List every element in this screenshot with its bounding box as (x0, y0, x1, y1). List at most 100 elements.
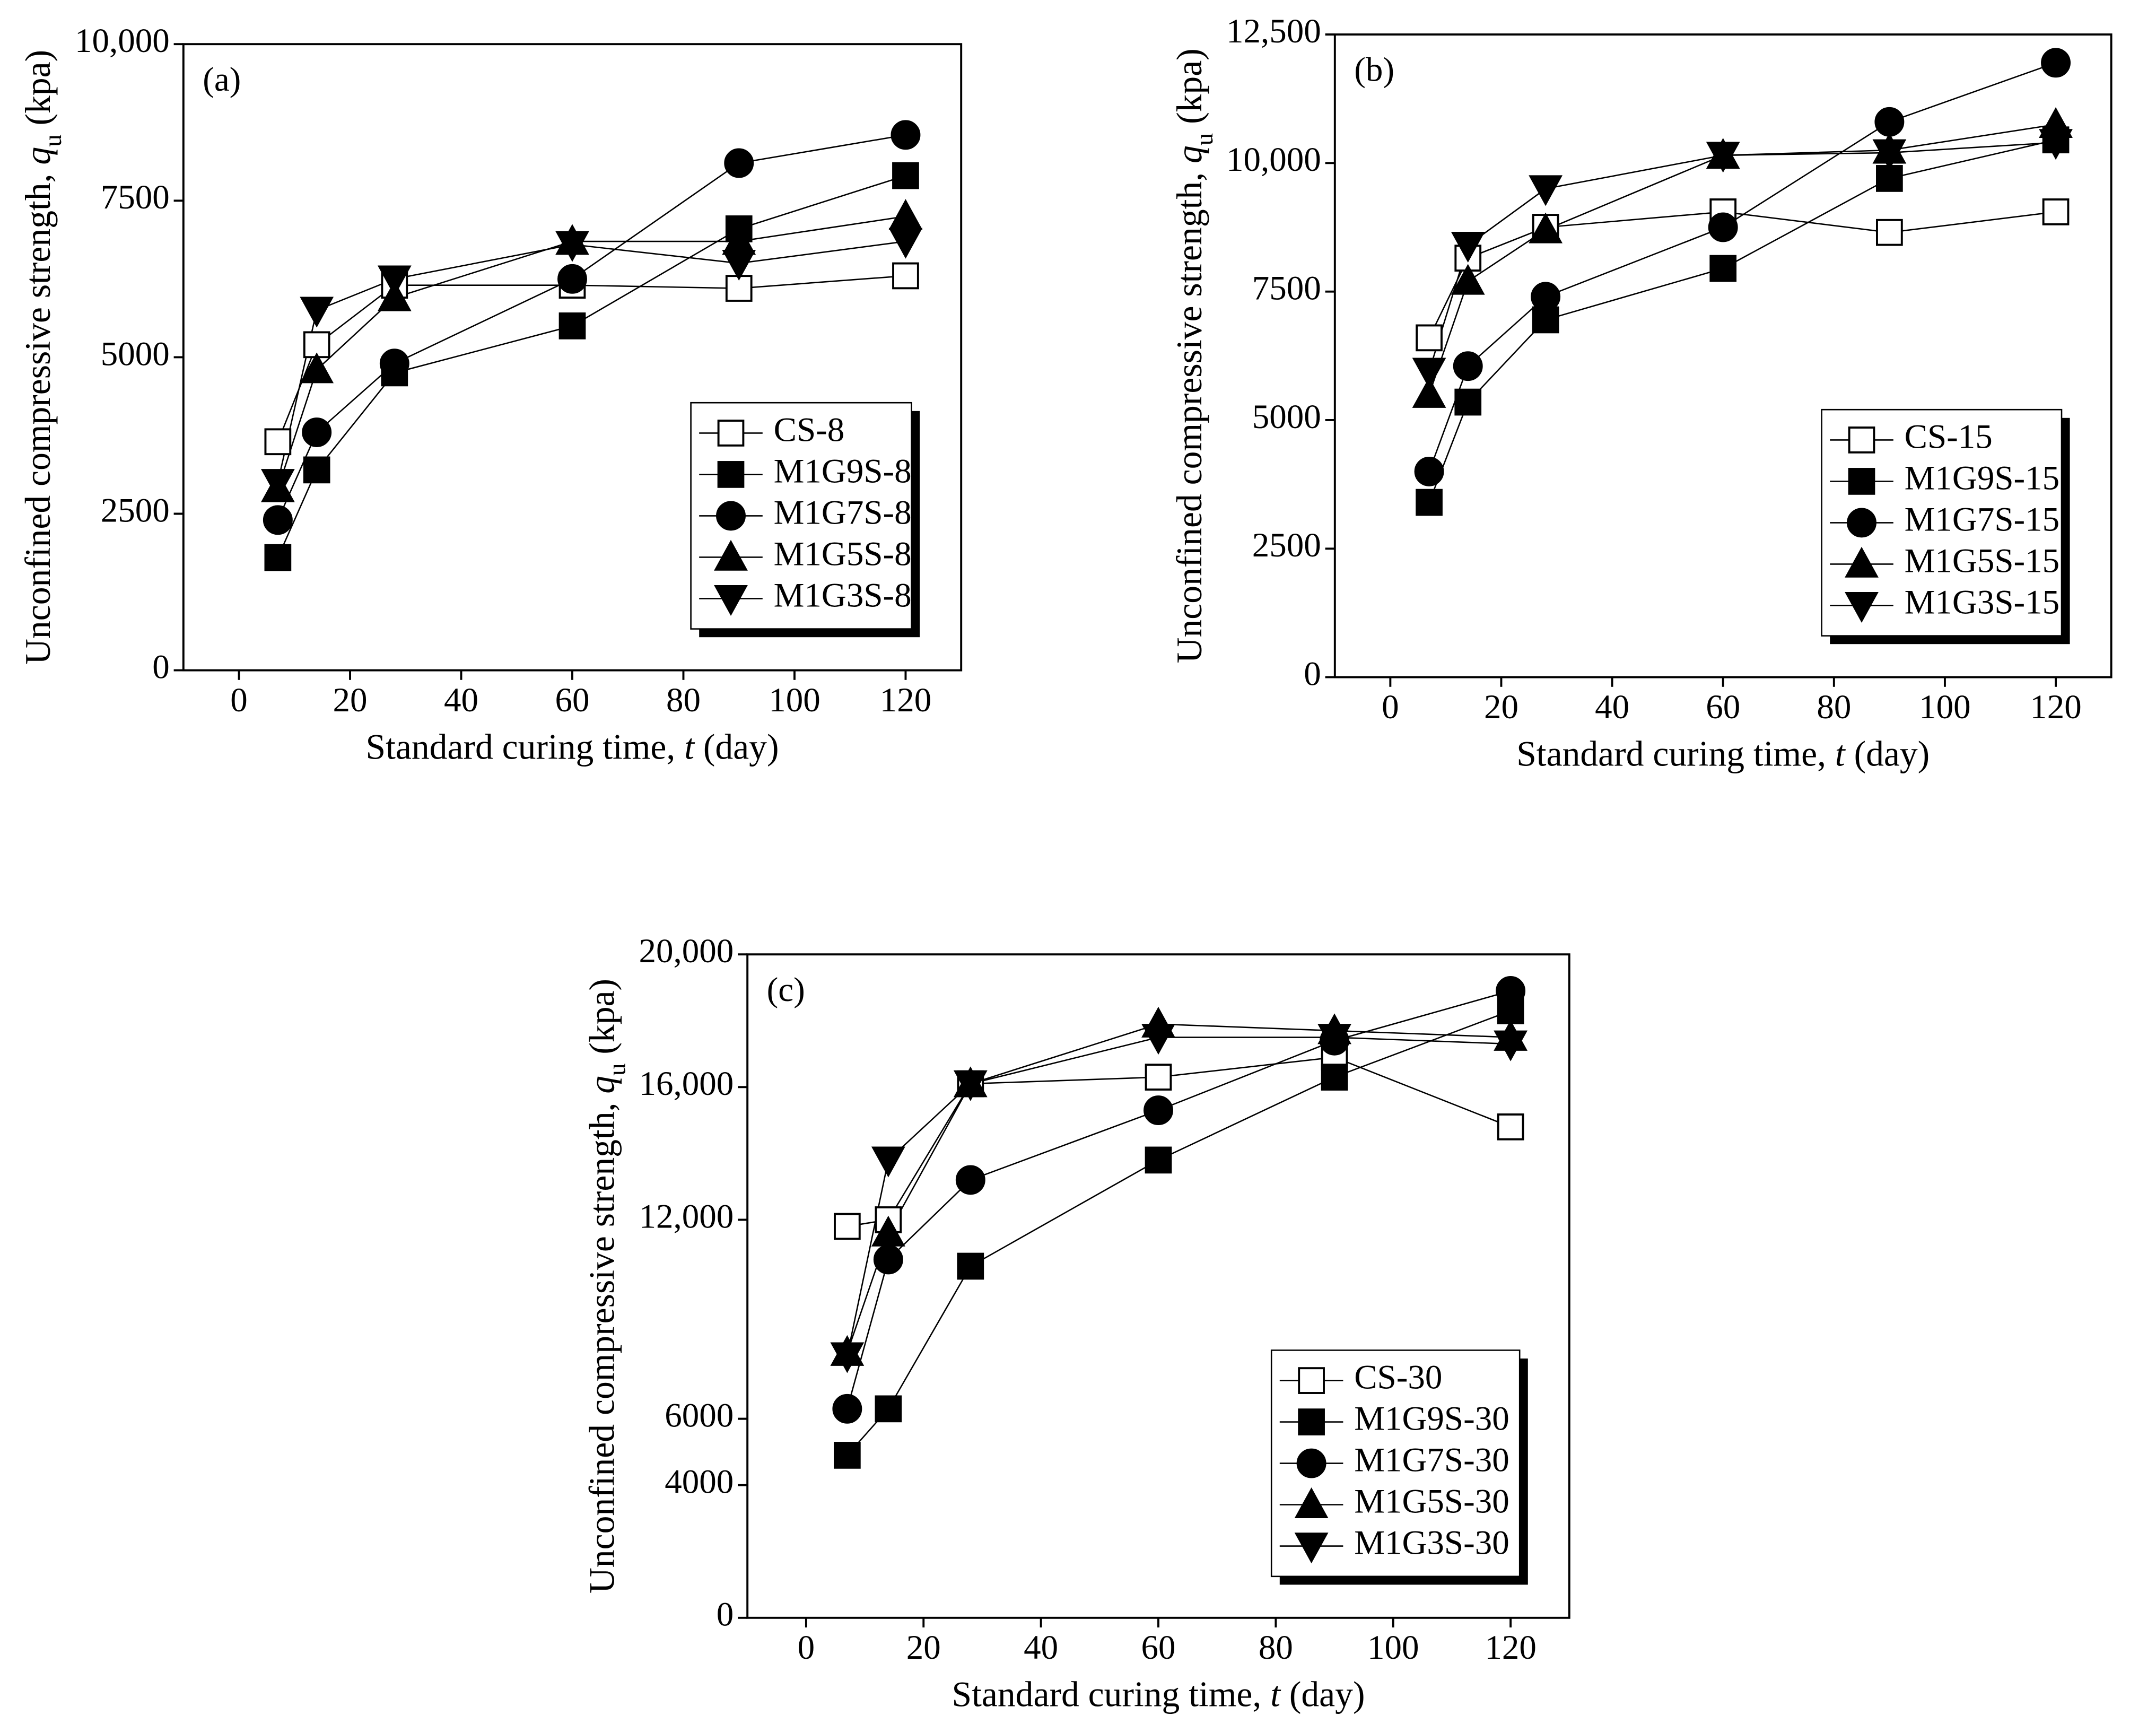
y-tick-label: 4000 (665, 1463, 734, 1501)
marker (717, 420, 745, 447)
marker (264, 544, 292, 571)
y-tick-label: 10,000 (75, 22, 170, 60)
marker (1451, 264, 1485, 295)
marker (888, 228, 923, 259)
y-tick-label: 0 (1304, 655, 1321, 693)
annotation: (b) (1354, 51, 1394, 89)
marker (871, 1146, 905, 1178)
x-tick-label: 60 (555, 681, 590, 719)
legend-label: M1G7S-8 (774, 493, 912, 532)
x-axis-label-part: Standard curing time, (366, 727, 685, 767)
series-line (1428, 124, 2056, 395)
legend-label: M1G7S-15 (1905, 500, 2060, 538)
y-axis-label-part: (kpa) (18, 50, 58, 135)
marker (955, 1165, 985, 1195)
y-tick-label: 5000 (101, 335, 170, 373)
x-tick-label: 100 (1919, 688, 1971, 726)
marker (1496, 976, 1526, 1006)
y-axis-label-part: u (603, 1063, 631, 1075)
y-tick-label: 7500 (1252, 269, 1321, 308)
x-axis-label: Standard curing time, t (day) (952, 1674, 1365, 1714)
x-tick-label: 20 (333, 681, 368, 719)
marker (1494, 1030, 1528, 1061)
marker (1145, 1064, 1172, 1091)
marker (1412, 358, 1446, 389)
marker (557, 264, 587, 294)
marker (1872, 139, 1907, 170)
marker (1531, 282, 1561, 312)
series-line (277, 175, 906, 558)
legend-label: M1G5S-15 (1905, 542, 2060, 580)
marker (303, 456, 330, 484)
marker (1451, 232, 1485, 263)
y-axis-label-part: q (582, 1076, 622, 1094)
marker (2039, 129, 2073, 160)
x-axis-label-part: t (1270, 1674, 1281, 1714)
marker (1141, 1024, 1175, 1055)
series-line (1428, 62, 2056, 472)
y-axis-label-part: q (18, 147, 58, 165)
legend-label: M1G3S-8 (774, 576, 912, 614)
x-axis-label-part: (day) (1845, 734, 1930, 773)
marker (555, 231, 589, 262)
marker (724, 148, 754, 178)
marker (1848, 468, 1875, 495)
x-tick-label: 0 (230, 681, 248, 719)
chart: 0 20 40 60 80 100 120 0 2500 5000 7500 10,000 (a) Sta… (18, 22, 963, 767)
marker (1144, 1095, 1173, 1126)
x-tick-label: 60 (1706, 688, 1740, 726)
marker (558, 312, 586, 339)
y-tick-label: 10,000 (1226, 141, 1321, 179)
marker (1298, 1408, 1325, 1435)
x-tick-label: 120 (2030, 688, 2082, 726)
marker (1296, 1448, 1326, 1478)
x-tick-label: 60 (1141, 1629, 1176, 1667)
marker (1497, 1113, 1524, 1140)
x-tick-label: 100 (1367, 1629, 1419, 1667)
y-tick-label: 20,000 (639, 932, 734, 970)
x-tick-label: 40 (1595, 688, 1629, 726)
marker (873, 1244, 903, 1275)
y-tick-label: 0 (717, 1596, 734, 1634)
marker (1294, 1487, 1329, 1518)
y-tick-label: 2500 (101, 491, 170, 529)
series-line (1428, 211, 2056, 338)
chart: 0 20 40 60 80 100 120 0 4000 6000 12,000 16,000 20,0… (582, 932, 1570, 1714)
marker (834, 1442, 861, 1469)
legend-label: M1G3S-30 (1354, 1524, 1509, 1562)
legend-label: M1G9S-30 (1354, 1400, 1509, 1438)
marker (377, 280, 412, 311)
x-tick-label: 100 (769, 681, 820, 719)
legend-label: M1G7S-30 (1354, 1441, 1509, 1479)
marker (714, 539, 748, 571)
marker (1453, 351, 1483, 381)
marker (1706, 142, 1740, 173)
x-tick-label: 40 (1024, 1629, 1058, 1667)
marker (1454, 388, 1482, 416)
marker (1708, 212, 1738, 242)
y-axis-label-part: (kpa) (1169, 48, 1209, 133)
marker (1321, 1064, 1348, 1091)
chart: 0 20 40 60 80 100 120 0 2500 5000 7500 10,000 12,500… (1169, 12, 2113, 773)
legend-label: CS-15 (1905, 417, 1993, 456)
y-axis-label-part: Unconfined compressive strength, (18, 165, 58, 665)
marker (1416, 324, 1443, 352)
y-tick-label: 0 (152, 648, 170, 686)
x-axis-label-part: t (1835, 734, 1846, 773)
marker (1317, 1024, 1351, 1055)
marker (888, 199, 923, 230)
y-tick-label: 7500 (101, 178, 170, 216)
x-tick-label: 120 (1485, 1629, 1537, 1667)
marker (300, 352, 334, 384)
series-line (847, 1056, 1511, 1227)
marker (875, 1395, 902, 1423)
marker (1874, 107, 1905, 137)
x-tick-label: 0 (798, 1629, 815, 1667)
y-tick-label: 12,000 (639, 1197, 734, 1235)
marker (1529, 175, 1563, 206)
marker (891, 120, 921, 150)
series-line (846, 1037, 1511, 1356)
marker (714, 585, 748, 616)
x-axis-label: Standard curing time, t (day) (366, 727, 779, 767)
